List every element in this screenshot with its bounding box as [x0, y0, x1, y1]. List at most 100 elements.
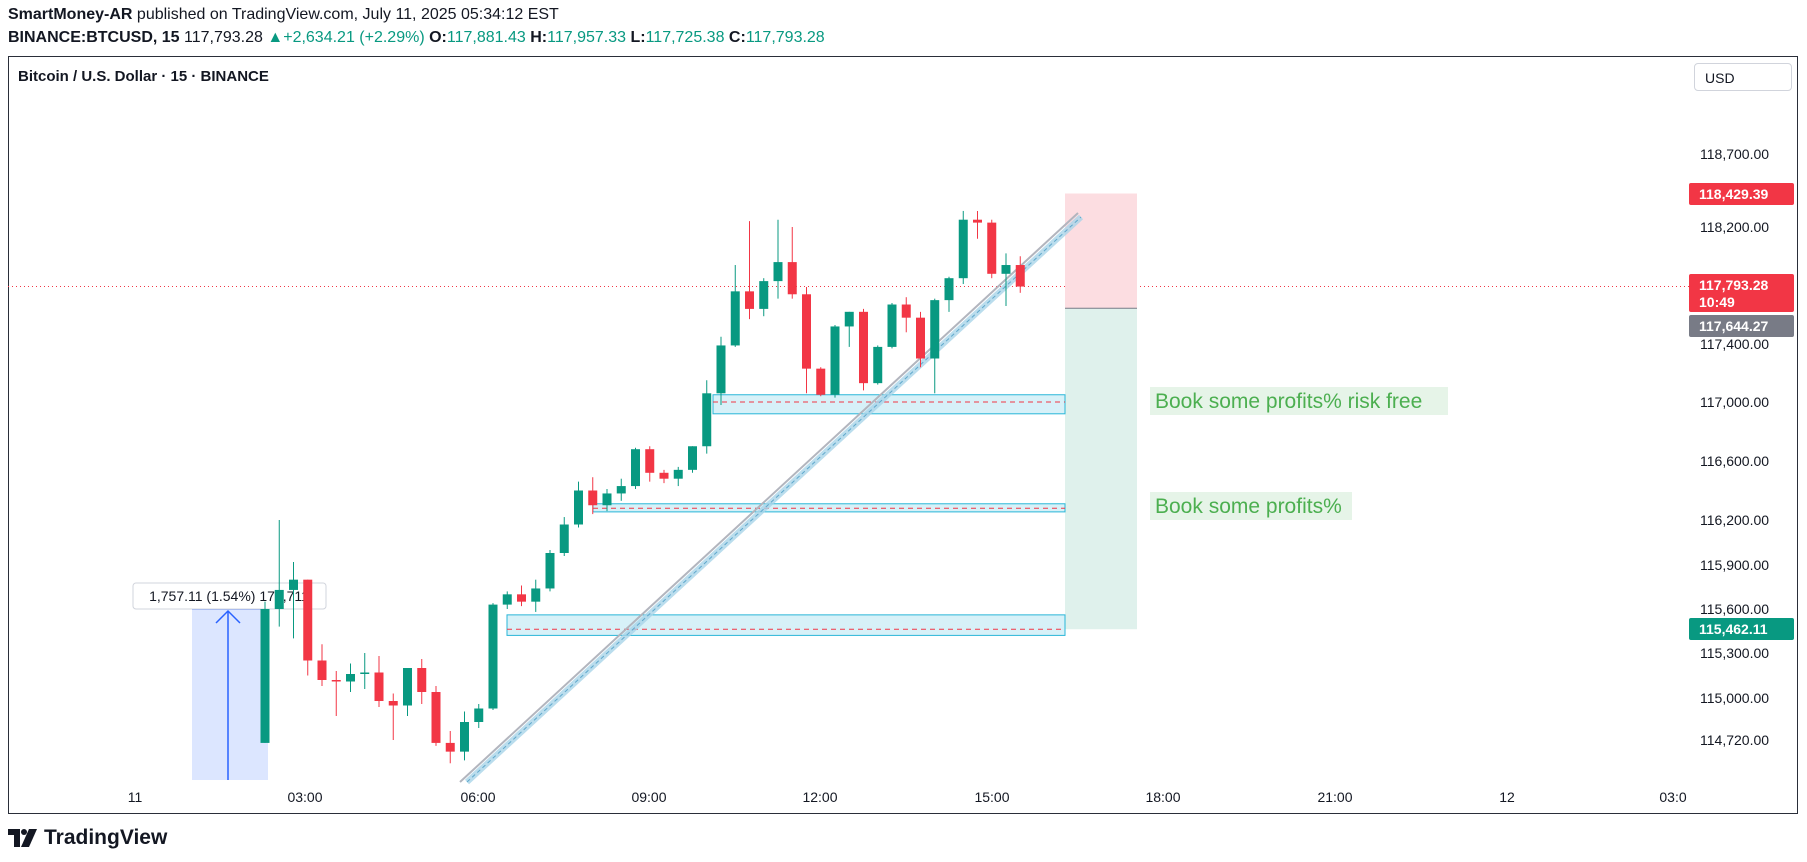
candle-body-30 [688, 446, 697, 470]
candle-body-15 [474, 708, 484, 722]
x-tick-label: 21:00 [1317, 789, 1352, 805]
y-tick-label: 117,400.00 [1700, 336, 1769, 352]
candle-body-40 [830, 326, 840, 395]
measure-arrow-head [215, 609, 241, 624]
y-tick-label: 115,300.00 [1700, 645, 1769, 661]
measure-label: 1,757.11 (1.54%) 175,711 [149, 588, 309, 604]
candle-body-12 [431, 692, 441, 743]
x-tick-label: 12:00 [802, 789, 837, 805]
note-1: Book some profits% risk free [1155, 390, 1422, 413]
candle-body-4 [317, 660, 327, 680]
footer-brand[interactable]: TradingView [8, 826, 167, 850]
price-tag-label: 117,644.27 [1699, 318, 1769, 334]
candle-body-22 [574, 490, 583, 525]
trend-midline [466, 216, 1082, 783]
candle-body-51 [987, 222, 997, 274]
candle-body-29 [673, 469, 683, 479]
open-value: 117,881.43 [446, 29, 526, 46]
candle-body-0 [260, 609, 270, 743]
low-label: L: [630, 29, 646, 46]
y-tick-label: 115,000.00 [1700, 690, 1769, 706]
candle-body-43 [873, 346, 883, 384]
chart-title: Bitcoin / U.S. Dollar · 15 · BINANCE [18, 68, 269, 85]
demand-zone-3 [506, 614, 1066, 636]
candle-body-23 [588, 490, 598, 506]
ohlc-line: BINANCE:BTCUSD, 15 117,793.28 ▲+2,634.21… [8, 29, 825, 47]
candle-body-6 [346, 674, 355, 682]
candle-body-7 [360, 672, 370, 674]
y-tick-label: 118,200.00 [1700, 219, 1769, 235]
price-tag-label: 118,429.39 [1699, 186, 1769, 202]
candle-body-45 [901, 304, 911, 318]
candle-body-11 [417, 668, 427, 692]
candle-body-32 [716, 345, 726, 394]
y-tick-label: 117,000.00 [1700, 394, 1769, 410]
x-tick-label: 15:00 [974, 789, 1009, 805]
y-tick-label: 116,200.00 [1700, 512, 1769, 528]
candle-body-38 [802, 294, 811, 369]
take-profit-zone [1065, 308, 1137, 630]
low-value: 117,725.38 [645, 29, 725, 46]
candle-body-19 [531, 588, 541, 602]
price-tag-countdown: 10:49 [1699, 294, 1735, 310]
candle-body-27 [645, 449, 655, 473]
symbol-label: BINANCE:BTCUSD, 15 [8, 29, 180, 46]
candle-body-9 [388, 701, 398, 706]
candle-body-39 [816, 368, 826, 395]
published-text: published on TradingView.com, July 11, 2… [136, 6, 559, 23]
change-value: +2,634.21 (+2.29%) [283, 29, 425, 46]
candle-body-36 [773, 262, 783, 282]
up-triangle-icon: ▲ [267, 29, 284, 46]
price-tag-bg [1689, 183, 1794, 205]
candle-body-34 [745, 291, 754, 309]
candle-body-42 [859, 311, 868, 384]
candle-body-10 [403, 668, 412, 706]
candle-body-5 [331, 680, 341, 682]
candle-body-25 [616, 486, 626, 494]
x-tick-label: 18:00 [1145, 789, 1180, 805]
x-tick-label: 06:00 [460, 789, 495, 805]
candle-body-33 [730, 291, 740, 346]
close-label: C: [728, 29, 746, 46]
high-label: H: [530, 29, 548, 46]
note-2-bg [1150, 492, 1352, 520]
open-label: O: [429, 29, 447, 46]
last-price: 117,793.28 [184, 29, 263, 46]
candle-body-50 [973, 219, 982, 223]
brand-name: TradingView [44, 826, 168, 849]
candle-body-44 [887, 304, 897, 347]
candle-body-48 [944, 278, 954, 301]
y-tick-label: 114,720.00 [1700, 732, 1769, 748]
note-2: Book some profits% [1155, 495, 1342, 518]
candle-body-52 [1001, 265, 1011, 274]
candle-body-13 [445, 742, 455, 752]
y-tick-label: 118,700.00 [1700, 146, 1769, 162]
x-tick-label: 12 [1499, 789, 1515, 805]
candle-body-28 [659, 472, 669, 479]
candle-body-41 [844, 311, 854, 327]
price-tag-bg [1689, 618, 1794, 640]
author-name[interactable]: SmartMoney-AR [8, 6, 133, 23]
candle-body-16 [488, 604, 498, 709]
tradingview-logo-icon [8, 829, 37, 847]
close-value: 117,793.28 [745, 29, 825, 46]
currency-button[interactable]: USD [1694, 63, 1792, 91]
candle-body-49 [958, 219, 968, 279]
y-tick-label: 116,600.00 [1700, 453, 1769, 469]
x-tick-label: 09:00 [631, 789, 666, 805]
candle-body-26 [631, 449, 640, 487]
high-value: 117,957.33 [547, 29, 627, 46]
publish-info: SmartMoney-AR published on TradingView.c… [8, 6, 559, 24]
price-tag-label: 115,462.11 [1699, 621, 1768, 637]
candle-body-1 [274, 589, 284, 609]
chart-frame[interactable] [8, 56, 1798, 814]
price-tag-label: 117,793.28 [1699, 277, 1769, 293]
candle-body-31 [702, 393, 712, 447]
candle-body-8 [374, 672, 384, 701]
candle-body-46 [916, 317, 925, 359]
candle-body-18 [517, 594, 526, 602]
candle-body-24 [602, 493, 612, 506]
candle-body-47 [930, 300, 940, 359]
measure-area [192, 609, 268, 780]
